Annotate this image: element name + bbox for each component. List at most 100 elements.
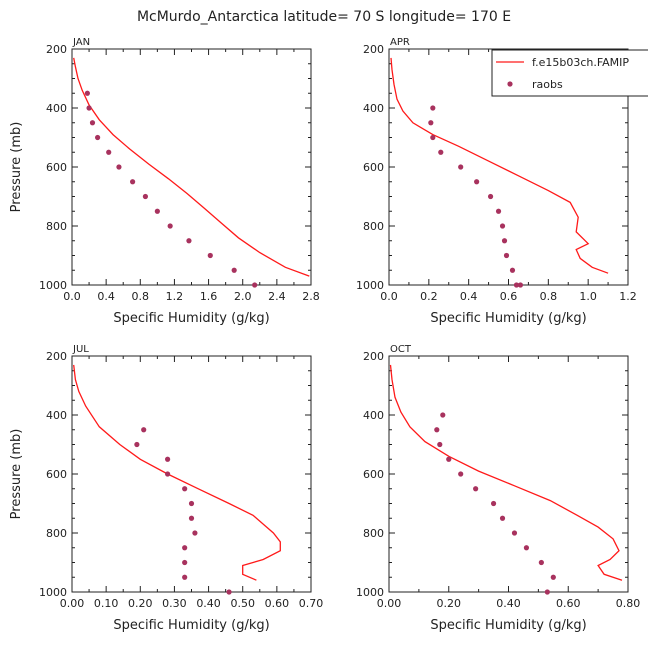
raobs-point — [86, 105, 92, 111]
raobs-point — [440, 412, 446, 418]
raobs-point — [430, 105, 436, 111]
y-tick-label: 800 — [363, 220, 384, 233]
panels: 0.0 0.4 0.8 1.2 1.6 2.0 2.4 2.8 200 400 600 800 1000… — [9, 37, 640, 633]
raobs-point — [503, 252, 510, 259]
y-tick-label: 1000 — [39, 586, 67, 599]
x-tick-label: 0.30 — [162, 597, 187, 610]
x-axis-label: Specific Humidity (g/kg) — [113, 311, 269, 326]
raobs-point — [511, 530, 518, 536]
y-tick-label: 600 — [46, 161, 67, 174]
raobs-point — [154, 208, 160, 214]
y-tick-label: 200 — [363, 43, 384, 56]
raobs-point — [538, 559, 544, 566]
raobs-point — [141, 427, 147, 433]
raobs-point — [434, 427, 440, 433]
y-tick-label: 1000 — [356, 279, 384, 292]
raobs-point — [499, 223, 506, 229]
y-tick-label: 400 — [46, 409, 67, 422]
x-axis-label: Specific Humidity (g/kg) — [430, 618, 586, 633]
raobs-point — [487, 193, 494, 200]
x-tick-label: 1.0 — [579, 290, 597, 303]
y-tick-label: 400 — [363, 102, 384, 115]
raobs-point — [458, 471, 464, 477]
x-tick-label: 0.4 — [460, 290, 478, 303]
y-tick-label: 800 — [46, 527, 67, 540]
x-tick-label: 0.0 — [380, 290, 398, 303]
legend-model-label: f.e15b03ch.FAMIP — [532, 56, 629, 69]
raobs-point — [188, 500, 195, 507]
raobs-point — [116, 164, 122, 170]
raobs-point — [188, 515, 195, 521]
x-tick-label: 0.80 — [616, 597, 641, 610]
y-tick-label: 800 — [46, 220, 67, 233]
raobs-point — [165, 471, 171, 477]
panel-oct: 0.00 0.20 0.40 0.60 0.80 200 400 600 800 1000 OCT S… — [356, 344, 640, 633]
x-tick-label: 0.60 — [265, 597, 290, 610]
legend-obs-marker — [507, 81, 513, 87]
x-tick-label: 0.6 — [500, 290, 518, 303]
raobs-point — [437, 441, 443, 448]
x-tick-label: 0.20 — [437, 597, 462, 610]
x-tick-label: 0.40 — [196, 597, 221, 610]
raobs-point — [501, 238, 508, 244]
raobs-point — [231, 267, 237, 273]
y-tick-label: 800 — [363, 527, 384, 540]
x-axis-label: Specific Humidity (g/kg) — [430, 311, 586, 326]
raobs-point — [192, 530, 198, 536]
raobs-point — [95, 134, 101, 141]
panel-jan: 0.0 0.4 0.8 1.2 1.6 2.0 2.4 2.8 200 400 600 800 1000… — [9, 37, 320, 326]
x-tick-label: 0.0 — [63, 290, 81, 303]
y-tick-label: 1000 — [39, 279, 67, 292]
raobs-point — [544, 589, 550, 595]
raobs-point — [182, 559, 188, 566]
raobs-point — [499, 515, 506, 521]
model-profile-line — [73, 364, 281, 581]
raobs-point — [84, 90, 90, 96]
raobs-point — [458, 164, 464, 170]
panel-label: APR — [390, 37, 410, 48]
y-tick-label: 1000 — [356, 586, 384, 599]
x-tick-label: 0.2 — [420, 290, 438, 303]
model-profile-line — [73, 57, 310, 277]
x-tick-label: 0.8 — [132, 290, 150, 303]
x-tick-label: 0.20 — [128, 597, 153, 610]
panel-apr: 0.0 0.2 0.4 0.6 0.8 1.0 1.2 200 400 600 800 1000 APR… — [356, 37, 637, 326]
raobs-point — [167, 223, 173, 229]
y-tick-label: 200 — [46, 43, 67, 56]
panel-jul: 0.00 0.10 0.20 0.30 0.40 0.50 0.60 0.70 200 400 60… — [9, 344, 323, 633]
raobs-point — [182, 545, 188, 551]
raobs-point — [490, 500, 497, 507]
y-axis-label: Pressure (mb) — [9, 429, 24, 520]
raobs-point — [517, 282, 524, 288]
raobs-point — [130, 179, 136, 185]
x-tick-label: 2.0 — [234, 290, 252, 303]
raobs-point — [165, 456, 171, 462]
panel-label: JUL — [72, 344, 89, 355]
y-tick-label: 200 — [46, 350, 67, 363]
y-tick-label: 400 — [363, 409, 384, 422]
x-tick-label: 0.4 — [97, 290, 115, 303]
raobs-point — [89, 120, 96, 126]
plot-frame — [71, 48, 312, 286]
raobs-point — [509, 267, 516, 273]
legend: f.e15b03ch.FAMIP raobs — [491, 49, 648, 97]
raobs-point — [428, 120, 434, 126]
legend-obs-label: raobs — [532, 78, 563, 91]
y-tick-label: 600 — [363, 468, 384, 481]
x-tick-label: 2.4 — [268, 290, 286, 303]
legend-box — [491, 49, 648, 97]
raobs-point — [550, 574, 556, 580]
x-tick-label: 0.00 — [377, 597, 402, 610]
raobs-point — [438, 149, 444, 155]
raobs-point — [252, 282, 258, 288]
raobs-point — [186, 238, 192, 244]
x-tick-label: 0.8 — [540, 290, 558, 303]
x-tick-label: 0.50 — [230, 597, 255, 610]
raobs-point — [523, 545, 530, 551]
x-tick-label: 0.40 — [496, 597, 521, 610]
x-tick-label: 1.2 — [619, 290, 637, 303]
raobs-point — [182, 486, 188, 492]
raobs-point — [474, 179, 480, 185]
x-tick-label: 0.00 — [60, 597, 85, 610]
